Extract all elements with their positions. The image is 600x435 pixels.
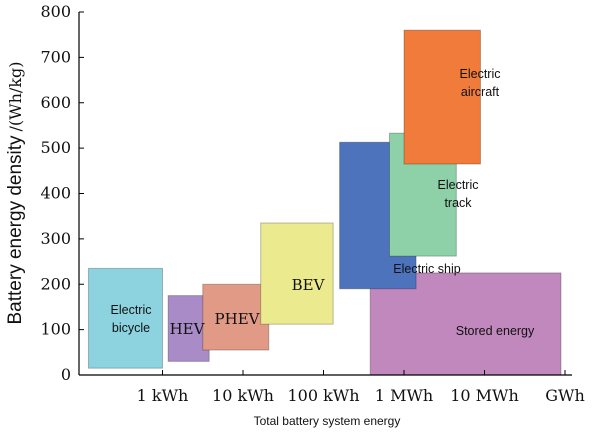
label-electric-track: Electric track <box>438 178 479 210</box>
box-phev <box>202 283 270 351</box>
label-bev: BEV <box>292 276 326 294</box>
y-axis-title-unit: /(Wh/kg) <box>6 62 25 132</box>
label-phev: PHEV <box>215 310 261 328</box>
y-tick-label-500: 500 <box>40 138 71 157</box>
y-tick-label-400: 400 <box>40 184 71 203</box>
label-electric-aircraft-line1: Electric <box>460 67 501 81</box>
y-tick-label-800: 800 <box>40 2 71 21</box>
label-electric-ship: Electric ship <box>393 262 460 276</box>
label-hev: HEV <box>170 320 206 338</box>
box-bev <box>260 222 334 325</box>
y-tick-label-700: 700 <box>40 47 71 66</box>
y-axis-ticks: 0 100 200 300 400 500 600 700 800 <box>40 2 84 384</box>
box-hev <box>167 295 210 362</box>
label-electric-bicycle-line2: bicycle <box>112 321 150 335</box>
x-tick-label-2: 10 kWh <box>212 386 274 405</box>
x-tick-label-5: 10 MWh <box>450 386 519 405</box>
range-boxes <box>87 29 562 376</box>
label-electric-aircraft: Electric aircraft <box>460 67 501 99</box>
x-tick-label-4: 1 MWh <box>375 386 433 405</box>
label-electric-track-line2: track <box>444 196 472 210</box>
x-axis-ticks: 1 kWh 10 kWh 100 kWh 1 MWh 10 MWh GWh <box>137 370 585 405</box>
label-electric-track-line1: Electric <box>438 178 479 192</box>
y-axis-title-main: Battery energy density <box>5 135 26 325</box>
y-tick-label-300: 300 <box>40 229 71 248</box>
box-labels: Electric bicycle HEV PHEV BEV Stored ener… <box>111 67 535 338</box>
box-electric-aircraft <box>403 29 481 165</box>
label-electric-aircraft-line2: aircraft <box>461 85 500 99</box>
x-tick-label-3: 100 kWh <box>287 386 359 405</box>
y-tick-label-600: 600 <box>40 93 71 112</box>
x-tick-label-6: GWh <box>545 386 585 405</box>
y-tick-label-200: 200 <box>40 274 71 293</box>
y-tick-label-100: 100 <box>40 320 71 339</box>
label-electric-bicycle: Electric bicycle <box>111 303 152 335</box>
label-stored-energy: Stored energy <box>456 324 535 338</box>
x-tick-label-1: 1 kWh <box>137 386 189 405</box>
y-tick-label-0: 0 <box>61 365 71 384</box>
box-stored-energy <box>369 272 562 376</box>
x-axis-title: Total battery system energy <box>254 414 401 428</box>
y-axis-title: Battery energy density /(Wh/kg) <box>5 62 26 325</box>
label-electric-bicycle-line1: Electric <box>111 303 152 317</box>
box-electric-bicycle <box>87 267 163 369</box>
